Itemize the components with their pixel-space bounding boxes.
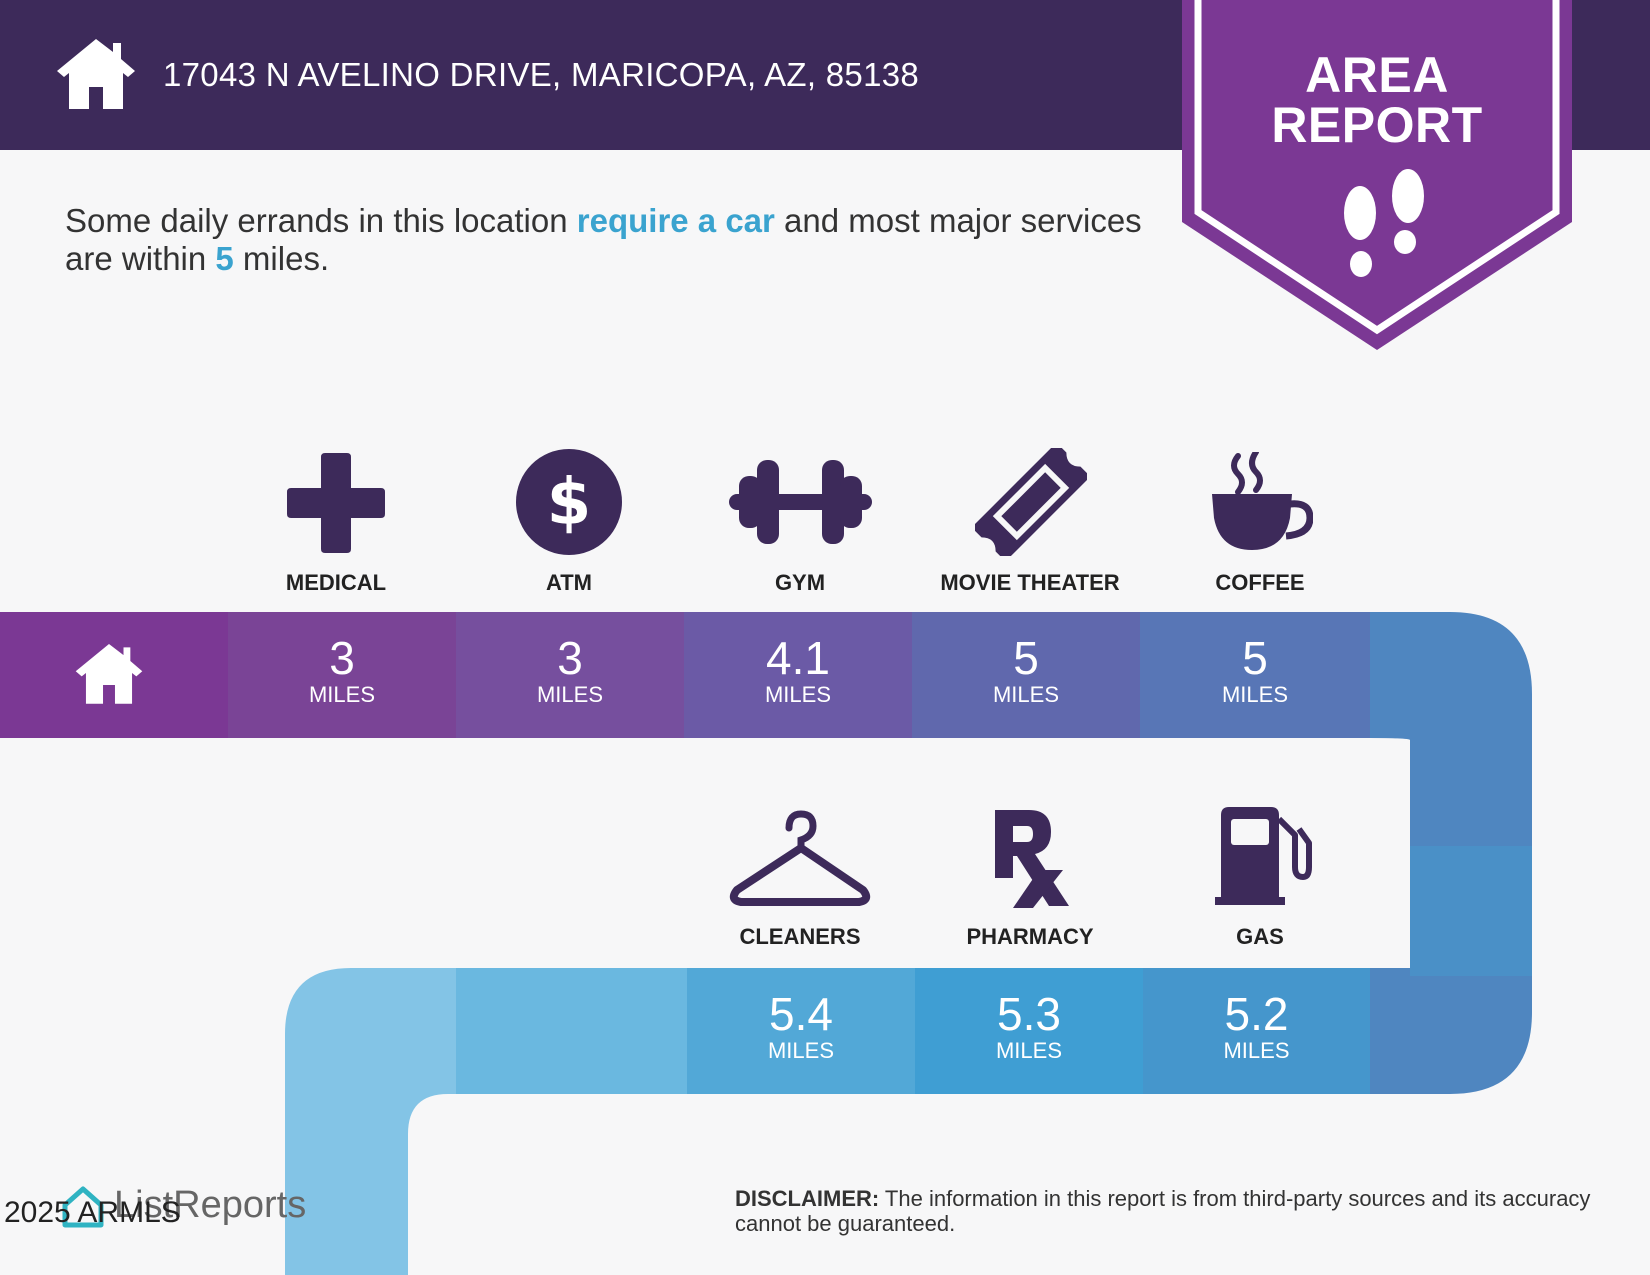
disclaimer: DISCLAIMER: The information in this repo… bbox=[735, 1186, 1605, 1236]
dumbbell-icon bbox=[729, 460, 872, 544]
service-label-cleaners: CLEANERS bbox=[739, 924, 861, 949]
svg-text:$: $ bbox=[547, 466, 592, 540]
service-label-medical: MEDICAL bbox=[285, 570, 387, 595]
footprints-icon bbox=[1344, 169, 1424, 277]
track-segment bbox=[456, 968, 687, 1094]
summary-highlight-miles: 5 bbox=[215, 240, 234, 277]
listreports-logo: ListReports 2025 ARMLS bbox=[4, 1182, 360, 1232]
home-icon bbox=[75, 643, 143, 704]
listreports-logo-icon bbox=[62, 1186, 104, 1228]
service-label-movie-theater: MOVIE THEATER bbox=[940, 570, 1120, 595]
badge-title: AREA REPORT bbox=[1271, 47, 1483, 153]
rx-icon bbox=[995, 810, 1069, 908]
summary-highlight-car: require a car bbox=[576, 202, 775, 239]
gas-pump-icon bbox=[1215, 807, 1312, 905]
distance-cell-pharmacy: 5.3 MILES bbox=[915, 968, 1143, 1094]
home-cell bbox=[0, 612, 228, 738]
coffee-cup-icon bbox=[1212, 452, 1313, 550]
distance-cell-atm: 3 MILES bbox=[456, 612, 684, 738]
ticket-icon bbox=[975, 448, 1087, 556]
distance-cell-gym: 4.1 MILES bbox=[684, 612, 912, 738]
home-icon bbox=[57, 39, 135, 109]
brand-name: ListReports bbox=[114, 1184, 307, 1226]
area-report-badge: AREA REPORT bbox=[1182, 0, 1572, 352]
copyright-text: 2025 ARMLS bbox=[4, 1196, 181, 1229]
distance-cell-cleaners: 5.4 MILES bbox=[687, 968, 915, 1094]
distance-cell-coffee: 5 MILES bbox=[1140, 612, 1370, 738]
distance-cell-movie-theater: 5 MILES bbox=[912, 612, 1140, 738]
distance-cell-medical: 3 MILES bbox=[228, 612, 456, 738]
distance-cell-gas: 5.2 MILES bbox=[1143, 968, 1370, 1094]
disclaimer-text: The information in this report is from t… bbox=[735, 1186, 1591, 1236]
service-label-gym: GYM bbox=[774, 570, 826, 595]
dollar-icon: $ bbox=[516, 449, 622, 555]
disclaimer-label: DISCLAIMER: bbox=[735, 1186, 880, 1211]
service-label-coffee: COFFEE bbox=[1215, 570, 1305, 595]
service-label-gas: GAS bbox=[1236, 924, 1284, 949]
summary-text: Some daily errands in this location requ… bbox=[65, 202, 1142, 277]
hanger-icon bbox=[729, 810, 871, 906]
service-label-atm: ATM bbox=[545, 570, 593, 595]
medical-cross-icon bbox=[287, 453, 385, 553]
property-address: 17043 N AVELINO DRIVE, MARICOPA, AZ, 851… bbox=[163, 56, 920, 93]
service-label-pharmacy: PHARMACY bbox=[966, 924, 1094, 949]
